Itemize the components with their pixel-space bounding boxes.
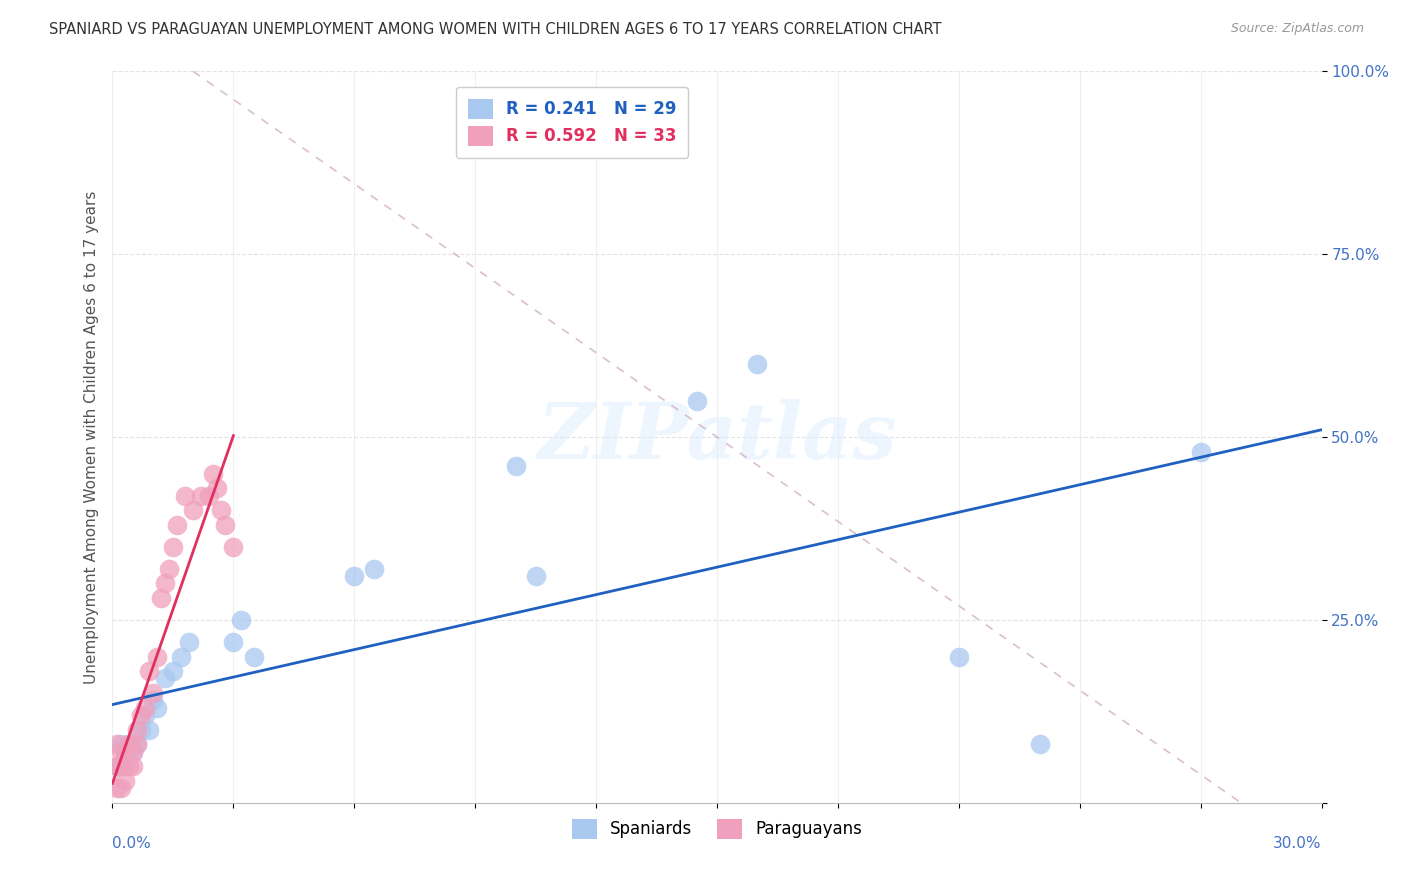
Point (114, 745, 136, 759)
Point (142, 693, 165, 707)
Point (231, 613, 253, 627)
Point (125, 737, 148, 751)
Point (1189, 444, 1212, 458)
Point (222, 540, 245, 554)
Point (110, 737, 132, 751)
Text: ZIPatlas: ZIPatlas (537, 399, 897, 475)
Point (174, 489, 197, 503)
Point (162, 540, 184, 554)
Y-axis label: Unemployment Among Women with Children Ages 6 to 17 years: Unemployment Among Women with Children A… (83, 190, 98, 684)
Point (1028, 737, 1050, 751)
Point (747, 357, 769, 371)
Point (105, 737, 128, 751)
Point (242, 649, 264, 664)
Point (157, 562, 180, 576)
Point (181, 503, 204, 517)
Point (105, 781, 128, 796)
Point (129, 723, 152, 737)
Point (222, 635, 245, 649)
Point (125, 737, 148, 751)
Point (149, 591, 172, 605)
Point (117, 737, 139, 751)
Point (142, 686, 165, 700)
Point (114, 759, 136, 773)
Point (110, 759, 132, 773)
Point (105, 759, 128, 773)
Point (146, 649, 169, 664)
Point (202, 467, 225, 481)
Point (166, 517, 188, 532)
Point (343, 569, 366, 583)
Point (207, 481, 229, 495)
Point (114, 773, 136, 788)
Point (110, 745, 132, 759)
Point (138, 664, 160, 678)
Text: SPANIARD VS PARAGUAYAN UNEMPLOYMENT AMONG WOMEN WITH CHILDREN AGES 6 TO 17 YEARS: SPANIARD VS PARAGUAYAN UNEMPLOYMENT AMON… (49, 22, 942, 37)
Point (134, 700, 156, 714)
Point (105, 759, 128, 773)
Legend: R = 0.241   N = 29, R = 0.592   N = 33: R = 0.241 N = 29, R = 0.592 N = 33 (456, 87, 688, 158)
Point (153, 576, 176, 591)
Point (129, 708, 152, 723)
Text: Source: ZipAtlas.com: Source: ZipAtlas.com (1230, 22, 1364, 36)
Point (134, 708, 156, 723)
Point (121, 745, 143, 759)
Point (110, 759, 132, 773)
Point (505, 459, 527, 474)
Point (198, 489, 221, 503)
Text: 30.0%: 30.0% (1274, 836, 1322, 851)
Point (686, 393, 709, 408)
Point (190, 489, 212, 503)
Point (121, 759, 143, 773)
Point (117, 759, 139, 773)
Point (146, 700, 169, 714)
Point (948, 649, 970, 664)
Text: 0.0%: 0.0% (112, 836, 152, 851)
Point (117, 737, 139, 751)
Point (162, 664, 184, 678)
Point (138, 723, 160, 737)
Point (125, 723, 148, 737)
Point (214, 517, 236, 532)
Point (177, 635, 200, 649)
Point (153, 672, 176, 686)
Point (170, 649, 193, 664)
Point (114, 745, 136, 759)
Point (110, 781, 132, 796)
Point (209, 503, 232, 517)
Point (363, 562, 385, 576)
Point (524, 569, 547, 583)
Point (121, 745, 143, 759)
